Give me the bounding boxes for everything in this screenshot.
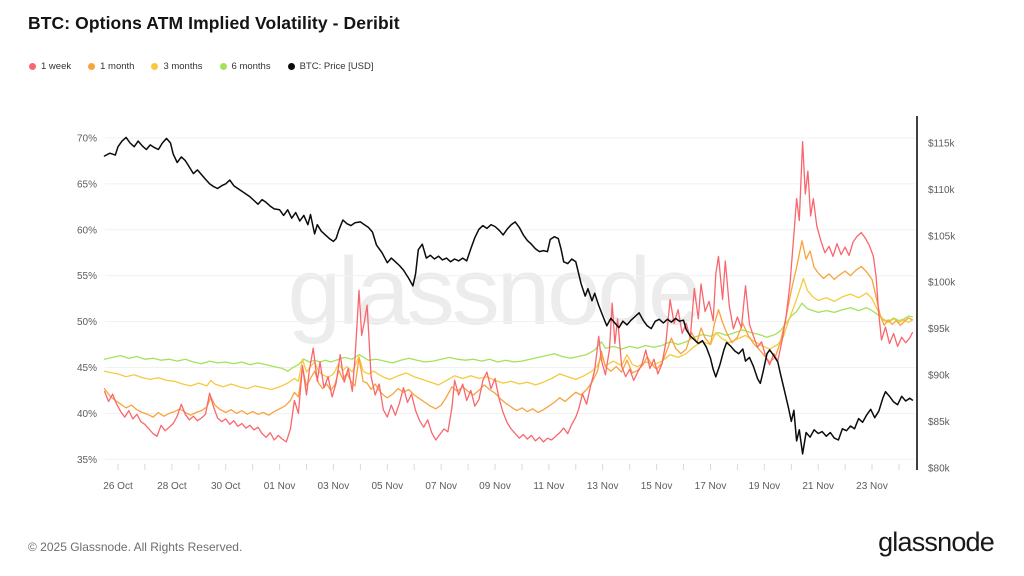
left-axis-tick-label: 50%	[77, 317, 97, 328]
legend-dot-icon	[29, 63, 36, 70]
x-axis-tick-label: 23 Nov	[856, 481, 888, 492]
legend-item-6m[interactable]: 6 months	[219, 61, 271, 72]
x-axis-ticks: 26 Oct 28 Oct 30 Oct 01 Nov 03 Nov 05 Nov 07 N…	[103, 464, 900, 492]
left-axis-tick-label: 55%	[77, 271, 97, 282]
legend: 1 week 1 month 3 months 6 months BTC: Price …	[29, 61, 374, 72]
legend-label: BTC: Price [USD]	[299, 61, 374, 72]
legend-dot-icon	[219, 63, 227, 70]
left-axis-tick-label: 45%	[77, 363, 97, 374]
legend-item-btc[interactable]: BTC: Price [USD]	[287, 61, 374, 72]
copyright-text: © 2025 Glassnode. All Rights Reserved.	[28, 540, 243, 554]
x-axis-tick-label: 21 Nov	[802, 481, 834, 492]
x-axis-tick-label: 11 Nov	[533, 481, 564, 492]
series-line-6m	[103, 302, 914, 372]
legend-label: 1 month	[100, 61, 135, 72]
x-axis-tick-label: 13 Nov	[587, 481, 619, 492]
left-axis-tick-label: 60%	[77, 225, 97, 236]
right-axis-tick-label: $115k	[928, 139, 956, 150]
x-axis-tick-label: 01 Nov	[264, 481, 296, 492]
left-axis-tick-label: 65%	[77, 179, 97, 190]
series-line-btc	[103, 136, 914, 455]
series-line-3m	[103, 277, 914, 391]
x-axis-tick-label: 19 Nov	[748, 481, 780, 492]
series-lines	[103, 136, 914, 455]
right-axis-tick-label: $95k	[928, 324, 951, 335]
right-axis-labels: $115k $110k $105k $100k $95k $90k $85k $80k	[928, 139, 956, 475]
legend-item-1m[interactable]: 1 month	[88, 61, 134, 72]
legend-dot-icon	[88, 63, 96, 70]
legend-label: 3 months	[163, 61, 203, 72]
right-axis-tick-label: $105k	[928, 231, 956, 242]
x-axis-tick-label: 26 Oct	[103, 481, 133, 492]
left-axis-labels: 70% 65% 60% 55% 50% 45% 40% 35%	[77, 134, 97, 466]
legend-label: 6 months	[231, 61, 271, 72]
page-title: BTC: Options ATM Implied Volatility - De…	[28, 13, 400, 33]
x-axis-tick-label: 28 Oct	[157, 481, 187, 492]
x-axis-tick-label: 03 Nov	[318, 481, 350, 492]
left-axis-tick-label: 40%	[77, 409, 97, 420]
legend-label: 1 week	[41, 61, 72, 72]
legend-dot-icon	[151, 63, 159, 70]
right-axis-tick-label: $80k	[928, 463, 951, 474]
x-axis-tick-label: 30 Oct	[211, 481, 241, 492]
gridlines	[105, 137, 915, 460]
right-axis-tick-label: $110k	[928, 185, 956, 196]
x-axis-tick-label: 09 Nov	[479, 481, 511, 492]
right-axis-tick-label: $100k	[928, 278, 956, 289]
x-axis-tick-label: 17 Nov	[695, 481, 727, 492]
x-axis-tick-label: 15 Nov	[641, 481, 673, 492]
left-axis-tick-label: 35%	[77, 455, 97, 466]
x-axis-tick-label: 05 Nov	[371, 481, 403, 492]
legend-dot-icon	[287, 63, 295, 70]
x-axis-tick-label: 07 Nov	[425, 481, 457, 492]
legend-item-3m[interactable]: 3 months	[151, 61, 203, 72]
glassnode-watermark: glassnode	[288, 238, 699, 345]
left-axis-tick-label: 70%	[77, 134, 97, 145]
series-line-1w	[103, 141, 914, 443]
legend-item-1w[interactable]: 1 week	[29, 61, 71, 72]
right-axis-tick-label: $85k	[928, 417, 951, 428]
glassnode-logo: glassnode	[878, 527, 995, 557]
right-axis-tick-label: $90k	[928, 371, 951, 382]
